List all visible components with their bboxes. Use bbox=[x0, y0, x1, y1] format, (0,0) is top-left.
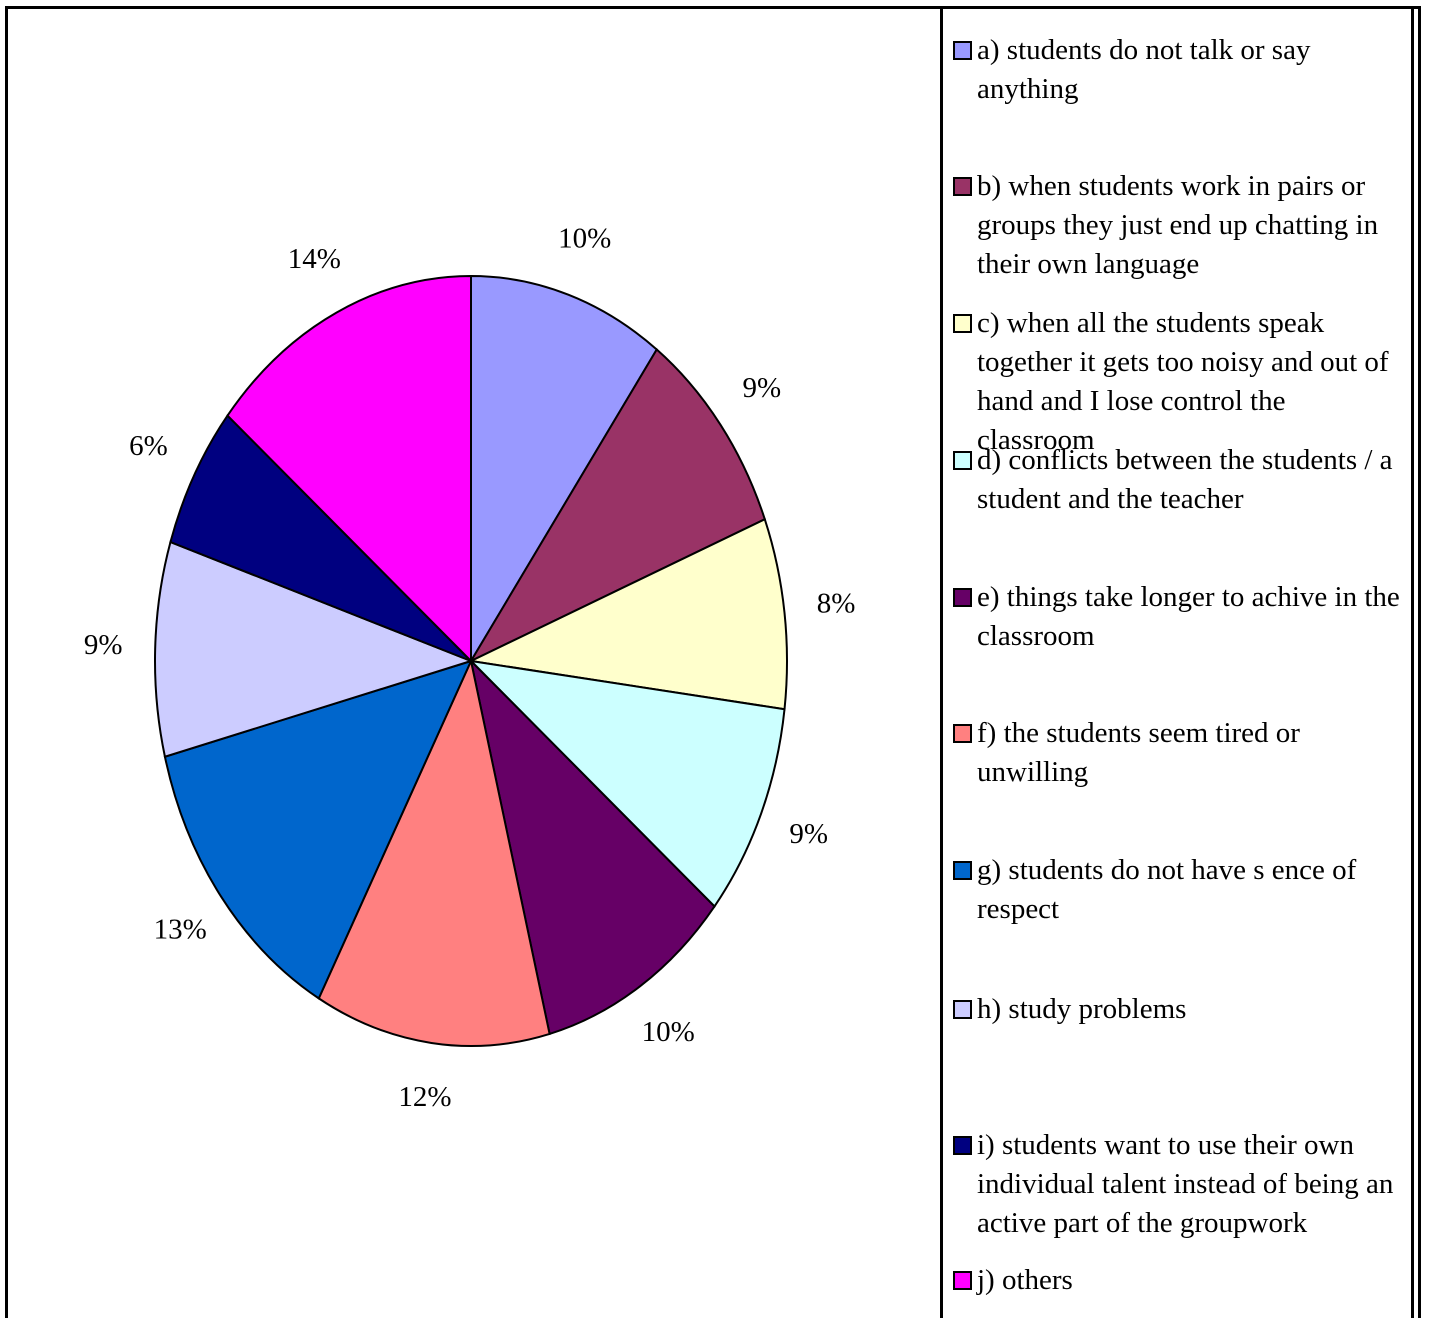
slice-label-a: 10% bbox=[558, 222, 611, 254]
legend-swatch-i bbox=[953, 1136, 972, 1155]
slice-label-e: 10% bbox=[642, 1016, 695, 1048]
legend-item-d: d) conflicts between the students / a st… bbox=[953, 441, 1403, 519]
pie-slice-e bbox=[469, 657, 716, 1036]
legend-swatch-a bbox=[953, 41, 972, 60]
legend-label-f: f) the students seem tired or unwilling bbox=[977, 717, 1300, 788]
slice-label-f: 12% bbox=[398, 1081, 451, 1113]
pie-slice-i bbox=[169, 414, 472, 662]
legend-item-f: f) the students seem tired or unwilling bbox=[953, 714, 1403, 792]
legend-label-c: c) when all the students speak together … bbox=[977, 307, 1389, 456]
legend-item-j: j) others bbox=[953, 1261, 1403, 1300]
pie-slice-c bbox=[467, 517, 789, 711]
slice-label-h: 9% bbox=[84, 629, 123, 661]
legend-swatch-g bbox=[953, 861, 972, 880]
legend-label-d: d) conflicts between the students / a st… bbox=[977, 444, 1393, 515]
slice-label-d: 9% bbox=[789, 818, 828, 850]
pie-slice-a bbox=[470, 274, 659, 665]
slice-label-b: 9% bbox=[742, 372, 781, 404]
pie-chart: 10% 9% 8% 9% 10% 12% 13% 9% 6% 14% bbox=[84, 222, 856, 1113]
pie-slice-b bbox=[468, 347, 767, 664]
legend-swatch-j bbox=[953, 1271, 972, 1290]
legend-item-g: g) students do not have s ence of respec… bbox=[953, 851, 1403, 929]
pie-slice-j bbox=[226, 274, 472, 664]
legend-label-g: g) students do not have s ence of respec… bbox=[977, 854, 1357, 925]
legend-swatch-c bbox=[953, 314, 972, 333]
legend-item-e: e) things take longer to achive in the c… bbox=[953, 578, 1403, 656]
legend-label-i: i) students want to use their own indivi… bbox=[977, 1129, 1394, 1239]
legend-swatch-d bbox=[953, 451, 972, 470]
legend-label-j: j) others bbox=[977, 1264, 1073, 1296]
pie-slice-d bbox=[468, 659, 786, 908]
legend: a) students do not talk or say anything … bbox=[940, 6, 1414, 1318]
legend-swatch-f bbox=[953, 724, 972, 743]
legend-label-a: a) students do not talk or say anything bbox=[977, 34, 1311, 105]
legend-swatch-b bbox=[953, 177, 972, 196]
pie-slice-g bbox=[163, 659, 473, 1000]
legend-item-b: b) when students work in pairs or groups… bbox=[953, 167, 1403, 284]
chart-frame bbox=[5, 6, 1421, 1318]
slice-label-g: 13% bbox=[154, 914, 207, 946]
slice-label-i: 6% bbox=[129, 430, 168, 462]
slice-label-c: 8% bbox=[817, 587, 856, 619]
legend-item-i: i) students want to use their own indivi… bbox=[953, 1126, 1403, 1243]
legend-swatch-h bbox=[953, 1000, 972, 1019]
legend-item-a: a) students do not talk or say anything bbox=[953, 31, 1403, 109]
legend-swatch-e bbox=[953, 588, 972, 607]
pie-slice-f bbox=[317, 657, 551, 1047]
legend-item-h: h) study problems bbox=[953, 990, 1403, 1029]
legend-item-c: c) when all the students speak together … bbox=[953, 304, 1403, 460]
pie-slice-h bbox=[154, 540, 474, 759]
legend-label-e: e) things take longer to achive in the c… bbox=[977, 581, 1400, 652]
legend-label-h: h) study problems bbox=[977, 993, 1187, 1025]
slice-label-j: 14% bbox=[288, 243, 341, 275]
legend-label-b: b) when students work in pairs or groups… bbox=[977, 170, 1379, 280]
